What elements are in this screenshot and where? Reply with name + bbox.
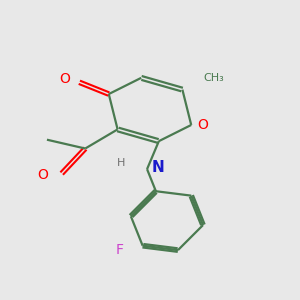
Text: O: O: [38, 168, 48, 182]
Text: CH₃: CH₃: [203, 73, 224, 83]
Text: F: F: [116, 243, 124, 257]
Text: N: N: [152, 160, 164, 175]
Text: O: O: [197, 118, 208, 132]
Text: H: H: [117, 158, 125, 168]
Text: O: O: [60, 72, 70, 86]
